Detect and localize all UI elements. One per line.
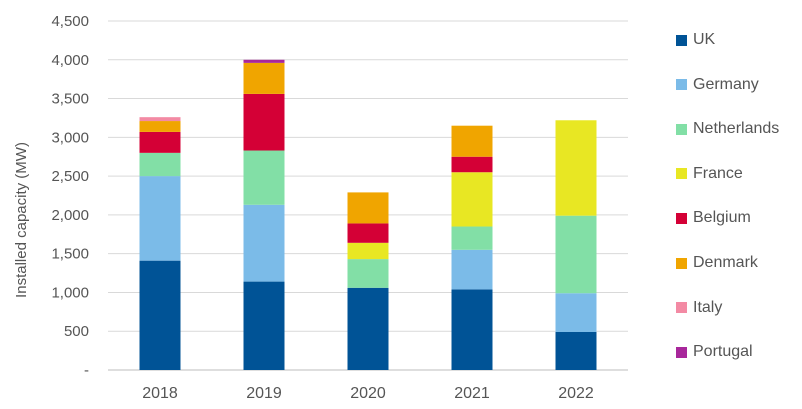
y-tick-label: 4,000 bbox=[51, 52, 89, 69]
legend-item-france: France bbox=[676, 164, 743, 184]
x-tick-label: 2019 bbox=[246, 385, 282, 402]
bar-segment-france-2020 bbox=[347, 242, 389, 260]
y-tick-label: 3,500 bbox=[51, 91, 89, 108]
bar-segment-germany-2019 bbox=[243, 204, 285, 282]
legend-swatch bbox=[676, 79, 687, 91]
legend-swatch bbox=[676, 34, 687, 46]
bar-segment-uk-2021 bbox=[451, 289, 493, 370]
legend-swatch bbox=[676, 212, 687, 224]
legend-label: UK bbox=[693, 31, 716, 48]
y-tick-label: 3,000 bbox=[51, 129, 89, 146]
bar-segment-belgium-2018 bbox=[139, 131, 181, 153]
y-tick-label: 2,500 bbox=[51, 168, 89, 185]
legend-label: Portugal bbox=[693, 343, 753, 361]
x-tick-label: 2021 bbox=[454, 385, 490, 402]
bar-segment-belgium-2020 bbox=[347, 223, 389, 243]
bar-segment-belgium-2019 bbox=[243, 93, 285, 151]
y-tick-label: 1,500 bbox=[51, 246, 89, 263]
bar-segment-germany-2018 bbox=[139, 176, 181, 261]
bar-segment-uk-2020 bbox=[347, 287, 389, 370]
y-tick-label: 500 bbox=[64, 323, 89, 340]
legend-item-netherlands: Netherlands bbox=[676, 119, 779, 139]
legend-item-uk: UK bbox=[676, 30, 715, 50]
legend-swatch bbox=[676, 302, 687, 314]
y-tick-label: - bbox=[84, 362, 89, 379]
legend-item-italy: Italy bbox=[676, 298, 722, 318]
y-axis-label: Installed capacity (MW) bbox=[13, 142, 30, 298]
bar-segment-netherlands-2022 bbox=[555, 215, 597, 294]
bar-segment-uk-2019 bbox=[243, 281, 285, 370]
bar-segment-italy-2018 bbox=[139, 117, 181, 122]
legend-label: Germany bbox=[693, 75, 759, 93]
y-tick-labels: - 500 1,000 1,500 2,000 2,500 3,000 3,500 4,000 4… bbox=[51, 13, 89, 379]
y-tick-label: 4,500 bbox=[51, 13, 89, 30]
x-tick-label: 2018 bbox=[142, 385, 178, 402]
bar-segment-france-2021 bbox=[451, 172, 493, 227]
legend-item-belgium: Belgium bbox=[676, 208, 751, 228]
legend-item-portugal: Portugal bbox=[676, 342, 753, 362]
bar-segment-netherlands-2018 bbox=[139, 152, 181, 177]
legend-swatch bbox=[676, 346, 687, 358]
legend-label: France bbox=[693, 164, 743, 182]
bar-segment-denmark-2019 bbox=[243, 62, 285, 94]
bar-segment-uk-2018 bbox=[139, 260, 181, 370]
y-tick-label: 2,000 bbox=[51, 207, 89, 224]
legend-swatch bbox=[676, 168, 687, 180]
legend-label: Denmark bbox=[693, 254, 758, 271]
bar-segment-uk-2022 bbox=[555, 331, 597, 370]
x-tick-labels: 2018 2019 2020 2021 2022 bbox=[142, 385, 594, 402]
legend-label: Italy bbox=[693, 298, 723, 316]
bar-segment-germany-2022 bbox=[555, 293, 597, 332]
bar-segment-denmark-2020 bbox=[347, 192, 389, 224]
bar-segment-belgium-2021 bbox=[451, 156, 493, 173]
bar-segment-netherlands-2020 bbox=[347, 259, 389, 288]
x-tick-label: 2022 bbox=[558, 385, 594, 402]
legend-item-denmark: Denmark bbox=[676, 253, 758, 273]
bar-segment-germany-2021 bbox=[451, 249, 493, 290]
legend-item-germany: Germany bbox=[676, 75, 759, 95]
bar-segment-netherlands-2021 bbox=[451, 226, 493, 250]
bar-segment-denmark-2018 bbox=[139, 121, 181, 132]
bar-segment-denmark-2021 bbox=[451, 125, 493, 157]
legend-swatch bbox=[676, 123, 687, 135]
legend-label: Belgium bbox=[693, 209, 751, 227]
legend-swatch bbox=[676, 257, 687, 269]
y-tick-label: 1,000 bbox=[51, 284, 89, 301]
x-tick-label: 2020 bbox=[350, 385, 386, 402]
bars bbox=[139, 59, 597, 370]
bar-segment-netherlands-2019 bbox=[243, 150, 285, 205]
bar-segment-portugal-2019 bbox=[243, 59, 285, 63]
legend-label: Netherlands bbox=[693, 120, 780, 138]
bar-segment-france-2022 bbox=[555, 120, 597, 216]
